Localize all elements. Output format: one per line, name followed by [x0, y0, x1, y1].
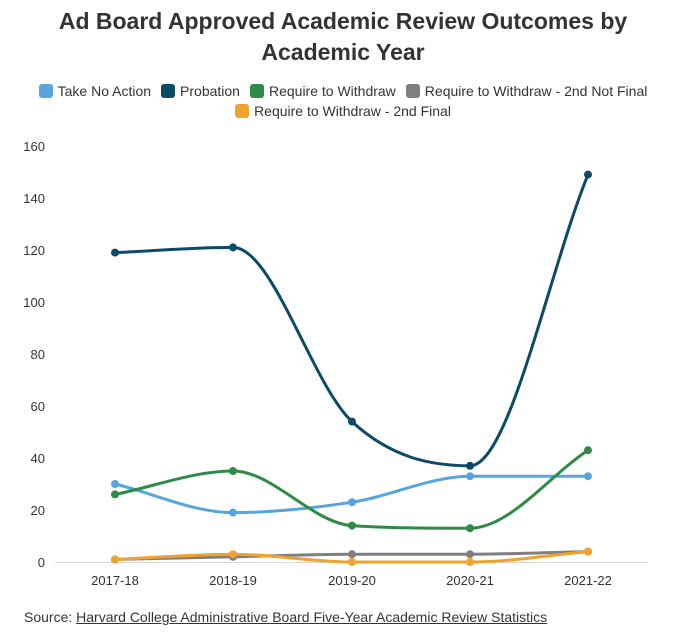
data-point-require-to-withdraw-2nd-final[interactable] — [111, 555, 119, 564]
legend-item-take-no-action[interactable]: Take No Action — [38, 83, 152, 99]
y-tick-label: 0 — [38, 555, 45, 570]
legend-label-probation: Probation — [180, 83, 240, 99]
y-tick-label: 80 — [31, 347, 45, 362]
x-tick-label: 2017-18 — [91, 573, 139, 588]
y-axis: 0 20 40 60 80 100 120 140 160 — [23, 139, 45, 570]
data-point-probation[interactable] — [111, 248, 119, 257]
legend-swatch-require-to-withdraw — [249, 84, 264, 98]
data-point-take-no-action[interactable] — [229, 508, 237, 517]
chart-title-line-1: Ad Board Approved Academic Review Outcom… — [58, 8, 628, 34]
source-prefix: Source: — [24, 609, 77, 625]
y-tick-label: 120 — [23, 243, 45, 258]
legend-label-2nd-not-final: Require to Withdraw - 2nd Not Final — [424, 83, 648, 99]
series-line-require-to-withdraw[interactable] — [113, 448, 590, 530]
y-tick-label: 60 — [31, 399, 45, 414]
legend-label-2nd-final: Require to Withdraw - 2nd Final — [254, 103, 451, 119]
legend-row-2: Require to Withdraw - 2nd Final — [0, 101, 686, 121]
data-point-take-no-action[interactable] — [348, 498, 356, 507]
data-point-take-no-action[interactable] — [584, 472, 592, 481]
source-link[interactable]: Harvard College Administrative Board Fiv… — [76, 609, 548, 625]
data-point-require-to-withdraw[interactable] — [466, 524, 474, 533]
data-point-probation[interactable] — [584, 170, 592, 179]
y-tick-label: 40 — [31, 451, 45, 466]
data-point-probation[interactable] — [348, 417, 356, 426]
data-point-require-to-withdraw-2nd-not-final[interactable] — [466, 550, 474, 559]
data-point-require-to-withdraw-2nd-final[interactable] — [348, 558, 356, 566]
y-tick-label: 20 — [31, 503, 45, 518]
y-tick-label: 140 — [23, 191, 45, 206]
series-points — [111, 170, 592, 566]
data-point-probation[interactable] — [466, 461, 474, 470]
legend-item-probation[interactable]: Probation — [161, 83, 240, 99]
data-point-probation[interactable] — [229, 243, 237, 252]
x-tick-label: 2019-20 — [328, 573, 376, 588]
legend-label-require-to-withdraw: Require to Withdraw — [268, 83, 396, 99]
data-point-require-to-withdraw[interactable] — [584, 446, 592, 455]
chart-legend: Take No Action Probation Require to With… — [0, 81, 686, 121]
chart-title-line-2: Academic Year — [261, 39, 425, 65]
legend-label-take-no-action: Take No Action — [57, 83, 152, 99]
x-tick-label: 2018-19 — [209, 573, 257, 588]
data-point-require-to-withdraw[interactable] — [348, 521, 356, 530]
x-axis: 2017-18 2018-19 2019-20 2020-21 2021-22 — [55, 562, 648, 588]
data-point-require-to-withdraw-2nd-final[interactable] — [229, 550, 237, 559]
x-tick-label: 2021-22 — [564, 573, 612, 588]
legend-item-2nd-final[interactable]: Require to Withdraw - 2nd Final — [235, 103, 451, 119]
legend-swatch-probation — [161, 84, 176, 98]
data-point-require-to-withdraw-2nd-final[interactable] — [584, 547, 592, 556]
data-point-require-to-withdraw-2nd-not-final[interactable] — [348, 550, 356, 559]
data-point-take-no-action[interactable] — [466, 472, 474, 481]
y-tick-label: 160 — [23, 139, 45, 154]
y-tick-label: 100 — [23, 295, 45, 310]
series-line-probation[interactable] — [113, 173, 590, 468]
legend-item-2nd-not-final[interactable]: Require to Withdraw - 2nd Not Final — [405, 83, 648, 99]
legend-swatch-2nd-final — [235, 104, 250, 118]
data-point-require-to-withdraw[interactable] — [111, 490, 119, 499]
data-point-require-to-withdraw-2nd-final[interactable] — [466, 558, 474, 566]
legend-swatch-take-no-action — [38, 84, 53, 98]
chart-title: Ad Board Approved Academic Review Outcom… — [0, 6, 686, 68]
legend-swatch-2nd-not-final — [405, 84, 420, 98]
source-note: Source: Harvard College Administrative B… — [24, 609, 547, 625]
data-point-require-to-withdraw[interactable] — [229, 467, 237, 475]
data-point-take-no-action[interactable] — [111, 480, 119, 488]
legend-row-1: Take No Action Probation Require to With… — [0, 81, 686, 101]
x-tick-label: 2020-21 — [446, 573, 494, 588]
legend-item-require-to-withdraw[interactable]: Require to Withdraw — [249, 83, 396, 99]
